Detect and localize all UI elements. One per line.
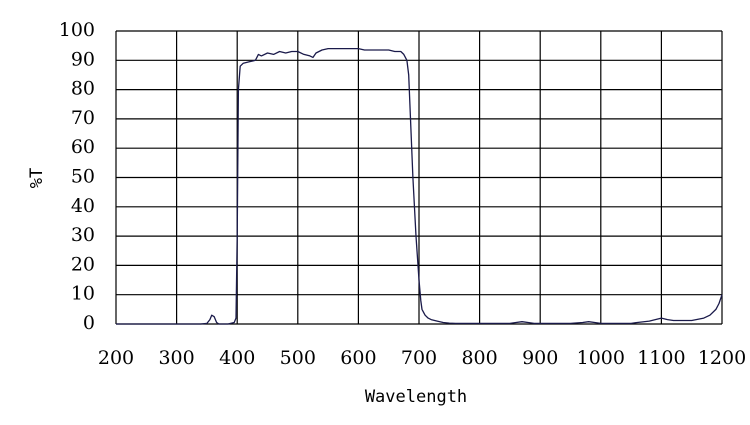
- y-tick-label: 90: [71, 48, 95, 70]
- x-axis-label: Wavelength: [365, 387, 467, 407]
- y-tick-label: 50: [71, 166, 95, 188]
- transmission-curve: [116, 47, 723, 325]
- x-tick-label: 800: [461, 347, 497, 369]
- y-tick-labels: 0 10 20 30 40 50 60 70 80 90 100: [59, 19, 95, 334]
- y-tick-label: 60: [71, 136, 95, 158]
- y-axis-label: %T: [27, 168, 47, 188]
- x-tick-labels: 200 300 400 500 600 700 800 900 1000 1100 1200: [98, 347, 746, 369]
- y-tick-label: 100: [59, 19, 95, 41]
- x-tick-label: 700: [401, 347, 437, 369]
- x-tick-label: 1100: [637, 347, 685, 369]
- y-tick-label: 40: [71, 195, 95, 217]
- y-tick-label: 80: [71, 78, 95, 100]
- y-tick-label: 70: [71, 107, 95, 129]
- y-tick-label: 0: [83, 312, 95, 334]
- x-tick-label: 200: [98, 347, 134, 369]
- y-tick-label: 30: [71, 224, 95, 246]
- x-tick-label: 1200: [698, 347, 746, 369]
- x-tick-label: 1000: [577, 347, 625, 369]
- y-tick-label: 20: [71, 253, 95, 275]
- x-tick-label: 900: [522, 347, 558, 369]
- x-tick-label: 400: [219, 347, 255, 369]
- x-tick-label: 500: [280, 347, 316, 369]
- grid: [115, 30, 723, 325]
- x-tick-label: 300: [158, 347, 194, 369]
- y-tick-label: 10: [71, 283, 95, 305]
- x-tick-label: 600: [340, 347, 376, 369]
